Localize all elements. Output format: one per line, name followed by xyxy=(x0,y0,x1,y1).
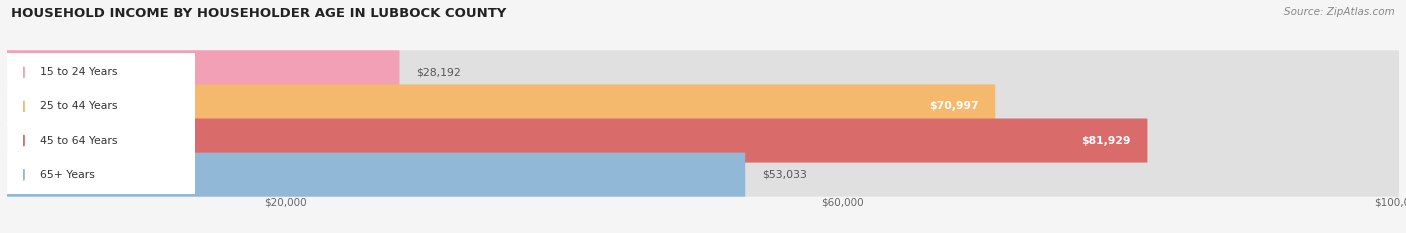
FancyBboxPatch shape xyxy=(7,50,399,94)
Text: 25 to 44 Years: 25 to 44 Years xyxy=(41,101,118,111)
FancyBboxPatch shape xyxy=(7,50,1399,94)
Text: $81,929: $81,929 xyxy=(1081,136,1130,146)
FancyBboxPatch shape xyxy=(7,87,195,126)
FancyBboxPatch shape xyxy=(7,121,195,160)
FancyBboxPatch shape xyxy=(7,153,745,197)
FancyBboxPatch shape xyxy=(7,84,995,128)
Text: 65+ Years: 65+ Years xyxy=(41,170,96,180)
Text: $53,033: $53,033 xyxy=(762,170,807,180)
FancyBboxPatch shape xyxy=(7,84,1399,128)
Text: 15 to 24 Years: 15 to 24 Years xyxy=(41,67,118,77)
Text: 45 to 64 Years: 45 to 64 Years xyxy=(41,136,118,146)
FancyBboxPatch shape xyxy=(7,155,195,194)
Text: Source: ZipAtlas.com: Source: ZipAtlas.com xyxy=(1284,7,1395,17)
FancyBboxPatch shape xyxy=(7,119,1147,163)
FancyBboxPatch shape xyxy=(7,119,1399,163)
FancyBboxPatch shape xyxy=(7,53,195,92)
Text: $28,192: $28,192 xyxy=(416,67,461,77)
Text: HOUSEHOLD INCOME BY HOUSEHOLDER AGE IN LUBBOCK COUNTY: HOUSEHOLD INCOME BY HOUSEHOLDER AGE IN L… xyxy=(11,7,506,20)
FancyBboxPatch shape xyxy=(7,153,1399,197)
Text: $70,997: $70,997 xyxy=(929,101,979,111)
